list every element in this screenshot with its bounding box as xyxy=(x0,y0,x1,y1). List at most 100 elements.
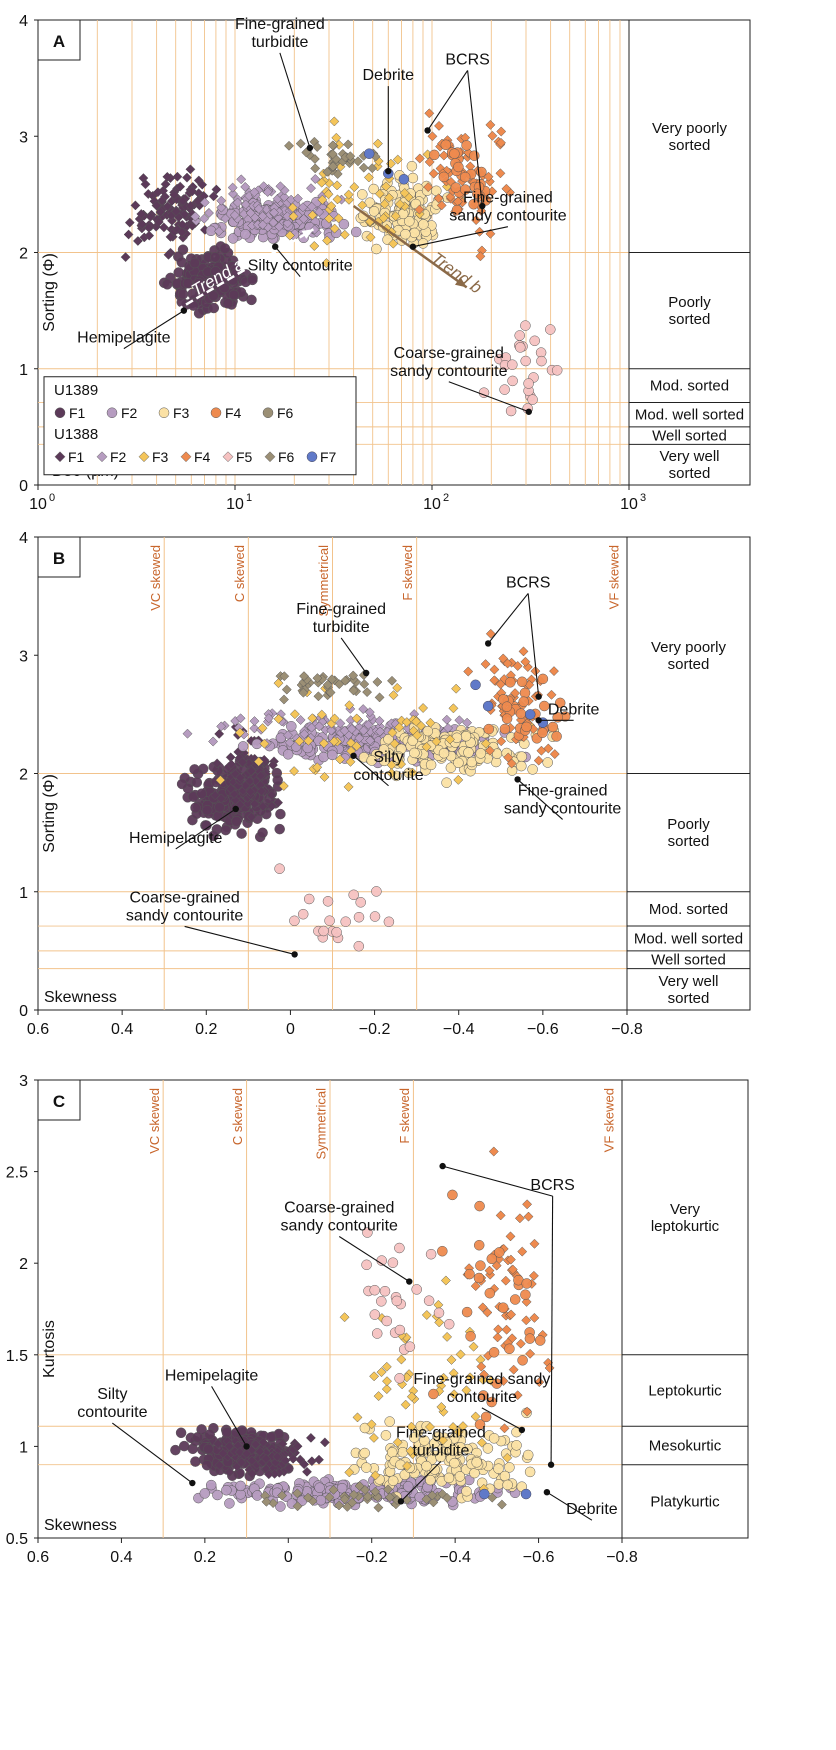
class-label: Very well sorted xyxy=(659,448,719,482)
data-point-f3-u1388 xyxy=(329,713,340,724)
annotation-line: Fine-grained xyxy=(518,782,608,799)
data-point-f1-u1388 xyxy=(212,758,223,769)
data-point-f6-u1388 xyxy=(298,687,309,698)
data-point-f1-u1388 xyxy=(268,760,278,771)
class-label: Very poorly sorted xyxy=(651,639,727,673)
data-point-f3-u1388 xyxy=(448,1368,459,1379)
data-point-f6-u1388 xyxy=(362,1491,373,1502)
x-tick-label: 10 xyxy=(226,496,244,513)
data-point-f2-u1388 xyxy=(182,728,193,739)
data-point-f6-u1388 xyxy=(358,162,369,173)
data-point-f1-u1388 xyxy=(226,759,237,770)
data-point-f2-u1388 xyxy=(249,723,260,734)
data-point-f2-u1388 xyxy=(306,183,316,194)
data-point-f3-u1389 xyxy=(386,1447,398,1458)
data-point-f3-u1388 xyxy=(399,188,410,198)
data-point-f2-u1388 xyxy=(249,716,260,727)
annotation-line: turbidite xyxy=(412,1442,469,1459)
class-label: Mesokurtic xyxy=(649,1437,722,1454)
class-label: Mod. sorted xyxy=(650,378,729,395)
annotation-leader xyxy=(211,1386,248,1447)
data-point-f1-u1388 xyxy=(167,215,177,226)
data-point-f4-u1388 xyxy=(496,736,507,747)
data-point-f4-u1388 xyxy=(470,1281,481,1292)
data-point-f1-u1389 xyxy=(189,257,201,269)
data-point-f6-u1388 xyxy=(374,692,385,703)
annotation-label: Debrite xyxy=(363,67,415,84)
data-point-f1-u1389 xyxy=(222,298,234,309)
y-tick-label: 2.5 xyxy=(6,1165,28,1182)
data-point-f2-u1389 xyxy=(402,1481,414,1492)
class-label: Leptokurtic xyxy=(648,1383,722,1400)
y-tick-label: 1 xyxy=(19,362,28,379)
data-point-f3-u1388 xyxy=(502,1452,513,1463)
data-point-f2-u1388 xyxy=(253,203,264,214)
data-point-f3-u1388 xyxy=(451,683,462,694)
annotation-line: sandy contourite xyxy=(126,907,244,924)
data-point-f4-u1388 xyxy=(521,1296,532,1307)
annotation-label: Fine-grained sandy contourite xyxy=(504,782,622,817)
data-point-f4-u1388 xyxy=(482,1307,493,1318)
annotation-leader xyxy=(517,779,563,820)
data-point-f5-u1389 xyxy=(361,1259,372,1271)
data-point-f3-u1388 xyxy=(321,258,332,269)
data-point-f6-u1388 xyxy=(324,1492,335,1503)
y-tick-label: 1.5 xyxy=(6,1348,28,1365)
x-tick-label: 10 xyxy=(29,496,47,513)
skew-class-label: Symmetrical xyxy=(316,545,331,617)
data-point-f3-u1389 xyxy=(357,189,368,200)
data-point-f4-u1388 xyxy=(546,689,557,700)
data-point-f1-u1388 xyxy=(218,1448,229,1459)
data-point-f4-u1389 xyxy=(474,1419,486,1430)
data-point-f4-u1388 xyxy=(544,1363,555,1373)
y-axis-label: Sorting (Φ) xyxy=(41,253,58,332)
data-point-f1-u1388 xyxy=(214,728,225,739)
data-point-f3-u1388 xyxy=(289,709,300,720)
data-point-f1-u1388 xyxy=(235,772,246,783)
annotation-label: BCRS xyxy=(445,51,489,68)
data-point-f4-u1388 xyxy=(434,120,444,131)
data-point-f3-u1389 xyxy=(425,759,437,771)
data-point-f4-u1389 xyxy=(460,184,471,195)
x-tick-exponent: 0 xyxy=(49,492,55,504)
data-point-f3-u1389 xyxy=(408,1432,420,1443)
data-point-f4-u1389 xyxy=(465,1331,476,1342)
data-point-f4-u1389 xyxy=(464,1268,475,1280)
panel-letter-box xyxy=(37,536,81,578)
data-point-f1-u1388 xyxy=(143,222,154,233)
data-point-f1-u1389 xyxy=(182,277,194,289)
data-point-f7 xyxy=(479,1488,490,1500)
data-point-f1-u1389 xyxy=(219,282,230,294)
data-point-f3-u1388 xyxy=(329,116,340,127)
legend-label: F3 xyxy=(173,405,190,421)
data-point-f4-u1388 xyxy=(476,206,487,216)
data-point-f3-u1389 xyxy=(419,1435,430,1446)
data-point-f4-u1388 xyxy=(493,1324,504,1335)
class-label-line: Mod. sorted xyxy=(650,378,729,395)
annotation-line: Coarse-grained xyxy=(394,345,504,362)
data-point-f3-u1388 xyxy=(431,736,442,747)
data-point-f2-u1388 xyxy=(364,707,375,718)
data-point-f4-u1388 xyxy=(424,108,435,119)
data-point-f3-u1388 xyxy=(438,1435,448,1446)
data-point-f5-u1389 xyxy=(322,896,334,907)
data-point-f3-u1389 xyxy=(453,757,464,769)
data-point-f4-u1388 xyxy=(428,168,439,179)
data-point-f1-u1389 xyxy=(272,774,283,786)
data-point-f3-u1389 xyxy=(378,744,390,755)
x-tick-label: 10 xyxy=(423,496,441,513)
class-label-line: sorted xyxy=(669,311,711,328)
data-point-f3-u1388 xyxy=(421,1310,432,1320)
data-point-f3-u1388 xyxy=(351,741,362,752)
data-point-f4-u1388 xyxy=(489,664,500,675)
annotation-label: Silty contourite xyxy=(248,258,353,275)
data-point-f4-u1388 xyxy=(506,1309,517,1320)
data-point-f2-u1389 xyxy=(282,749,294,760)
data-point-f3-u1389 xyxy=(421,1460,432,1472)
data-point-f2-u1388 xyxy=(208,736,219,747)
data-point-f1-u1388 xyxy=(158,185,169,196)
data-point-f4-u1389 xyxy=(521,1278,532,1289)
data-point-f3-u1389 xyxy=(407,735,418,746)
data-point-f2-u1388 xyxy=(299,729,310,740)
